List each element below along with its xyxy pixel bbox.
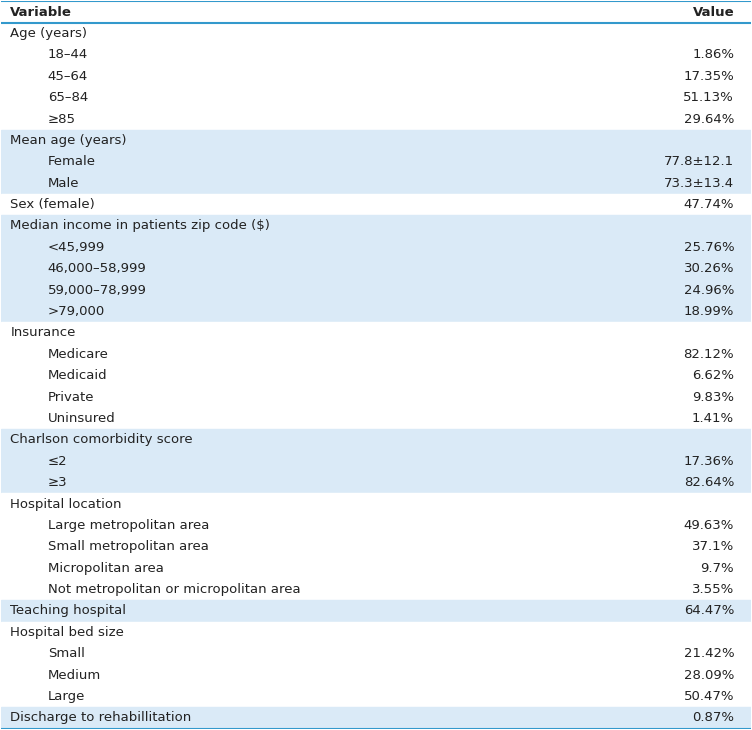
Bar: [2, 472, 750, 493]
Text: ≥3: ≥3: [48, 476, 68, 489]
Bar: [2, 685, 750, 707]
Text: 6.62%: 6.62%: [692, 369, 734, 383]
Bar: [2, 258, 750, 280]
Bar: [2, 365, 750, 386]
Text: Large: Large: [48, 690, 85, 703]
Text: Mean age (years): Mean age (years): [11, 134, 127, 147]
Text: Large metropolitan area: Large metropolitan area: [48, 519, 209, 532]
Text: 64.47%: 64.47%: [684, 604, 734, 618]
Text: Micropolitan area: Micropolitan area: [48, 561, 164, 575]
Text: Hospital bed size: Hospital bed size: [11, 626, 124, 639]
Bar: [2, 429, 750, 450]
Bar: [2, 45, 750, 66]
Text: 45–64: 45–64: [48, 70, 88, 82]
Bar: [2, 558, 750, 579]
Bar: [2, 643, 750, 664]
Text: Variable: Variable: [11, 6, 72, 18]
Text: Discharge to rehabillitation: Discharge to rehabillitation: [11, 712, 192, 724]
Text: 50.47%: 50.47%: [684, 690, 734, 703]
Text: <45,999: <45,999: [48, 241, 105, 254]
Text: 24.96%: 24.96%: [684, 284, 734, 296]
Bar: [2, 536, 750, 558]
Text: Hospital location: Hospital location: [11, 498, 122, 510]
Text: Uninsured: Uninsured: [48, 412, 116, 425]
Text: 37.1%: 37.1%: [692, 540, 734, 553]
Bar: [2, 664, 750, 685]
Text: 1.41%: 1.41%: [692, 412, 734, 425]
Text: Insurance: Insurance: [11, 326, 76, 339]
Text: Teaching hospital: Teaching hospital: [11, 604, 126, 618]
Text: >79,000: >79,000: [48, 305, 105, 318]
Text: Charlson comorbidity score: Charlson comorbidity score: [11, 434, 193, 446]
Text: Medicaid: Medicaid: [48, 369, 108, 383]
Text: 18–44: 18–44: [48, 48, 88, 61]
Bar: [2, 172, 750, 194]
Text: ≤2: ≤2: [48, 455, 68, 468]
Bar: [2, 322, 750, 344]
Text: 0.87%: 0.87%: [692, 712, 734, 724]
Bar: [2, 1, 750, 23]
Text: Not metropolitan or micropolitan area: Not metropolitan or micropolitan area: [48, 583, 301, 596]
Bar: [2, 108, 750, 130]
Text: 28.09%: 28.09%: [684, 669, 734, 682]
Text: 9.83%: 9.83%: [692, 391, 734, 404]
Text: 25.76%: 25.76%: [684, 241, 734, 254]
Text: 18.99%: 18.99%: [684, 305, 734, 318]
Text: 21.42%: 21.42%: [684, 648, 734, 660]
Bar: [2, 237, 750, 258]
Bar: [2, 66, 750, 87]
Text: 3.55%: 3.55%: [692, 583, 734, 596]
Text: 65–84: 65–84: [48, 91, 88, 104]
Text: Small metropolitan area: Small metropolitan area: [48, 540, 209, 553]
Text: 9.7%: 9.7%: [701, 561, 734, 575]
Text: Small: Small: [48, 648, 85, 660]
Text: 49.63%: 49.63%: [684, 519, 734, 532]
Text: 82.12%: 82.12%: [684, 347, 734, 361]
Text: Private: Private: [48, 391, 94, 404]
Text: Male: Male: [48, 177, 80, 190]
Text: Median income in patients zip code ($): Median income in patients zip code ($): [11, 220, 270, 232]
Bar: [2, 344, 750, 365]
Text: Age (years): Age (years): [11, 27, 87, 40]
Bar: [2, 130, 750, 151]
Text: Sex (female): Sex (female): [11, 198, 96, 211]
Bar: [2, 707, 750, 729]
Text: Value: Value: [693, 6, 734, 18]
Bar: [2, 386, 750, 408]
Bar: [2, 280, 750, 301]
Bar: [2, 408, 750, 429]
Text: Female: Female: [48, 155, 96, 169]
Bar: [2, 151, 750, 172]
Bar: [2, 87, 750, 108]
Bar: [2, 450, 750, 472]
Bar: [2, 579, 750, 600]
Bar: [2, 23, 750, 45]
Bar: [2, 215, 750, 237]
Text: 47.74%: 47.74%: [684, 198, 734, 211]
Text: 46,000–58,999: 46,000–58,999: [48, 262, 147, 275]
Bar: [2, 600, 750, 622]
Text: 73.3±13.4: 73.3±13.4: [664, 177, 734, 190]
Text: 1.86%: 1.86%: [692, 48, 734, 61]
Bar: [2, 301, 750, 322]
Bar: [2, 622, 750, 643]
Text: 29.64%: 29.64%: [684, 112, 734, 126]
Text: 59,000–78,999: 59,000–78,999: [48, 284, 147, 296]
Text: 77.8±12.1: 77.8±12.1: [664, 155, 734, 169]
Text: Medicare: Medicare: [48, 347, 109, 361]
Bar: [2, 194, 750, 215]
Text: Medium: Medium: [48, 669, 101, 682]
Text: ≥85: ≥85: [48, 112, 76, 126]
Text: 51.13%: 51.13%: [684, 91, 734, 104]
Text: 30.26%: 30.26%: [684, 262, 734, 275]
Text: 17.36%: 17.36%: [684, 455, 734, 468]
Bar: [2, 493, 750, 515]
Bar: [2, 515, 750, 536]
Text: 17.35%: 17.35%: [684, 70, 734, 82]
Text: 82.64%: 82.64%: [684, 476, 734, 489]
